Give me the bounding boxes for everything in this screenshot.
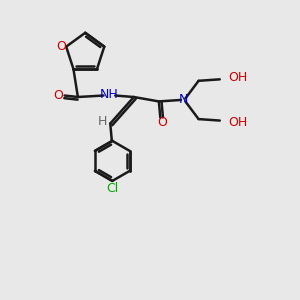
Text: H: H	[97, 115, 107, 128]
Text: O: O	[157, 116, 167, 129]
Text: OH: OH	[228, 116, 247, 128]
Text: OH: OH	[228, 71, 247, 84]
Text: Cl: Cl	[106, 182, 118, 195]
Text: O: O	[56, 40, 66, 53]
Text: N: N	[178, 93, 188, 106]
Text: O: O	[53, 89, 63, 102]
Text: NH: NH	[99, 88, 118, 101]
